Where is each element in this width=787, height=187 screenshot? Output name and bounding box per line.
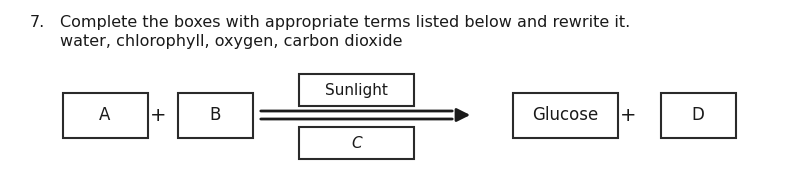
Text: D: D bbox=[692, 106, 704, 124]
Text: Glucose: Glucose bbox=[532, 106, 598, 124]
Text: B: B bbox=[209, 106, 220, 124]
Text: water, chlorophyll, oxygen, carbon dioxide: water, chlorophyll, oxygen, carbon dioxi… bbox=[60, 34, 402, 49]
Text: A: A bbox=[99, 106, 111, 124]
Text: Complete the boxes with appropriate terms listed below and rewrite it.: Complete the boxes with appropriate term… bbox=[60, 15, 630, 30]
Text: +: + bbox=[619, 105, 636, 125]
Bar bbox=[299, 127, 414, 159]
Bar bbox=[62, 93, 147, 137]
Text: Sunlight: Sunlight bbox=[325, 82, 388, 97]
Bar bbox=[512, 93, 618, 137]
Text: +: + bbox=[150, 105, 166, 125]
Text: 7.: 7. bbox=[30, 15, 45, 30]
Bar bbox=[660, 93, 736, 137]
Bar bbox=[178, 93, 253, 137]
Bar bbox=[299, 74, 414, 106]
Text: C: C bbox=[351, 136, 362, 151]
